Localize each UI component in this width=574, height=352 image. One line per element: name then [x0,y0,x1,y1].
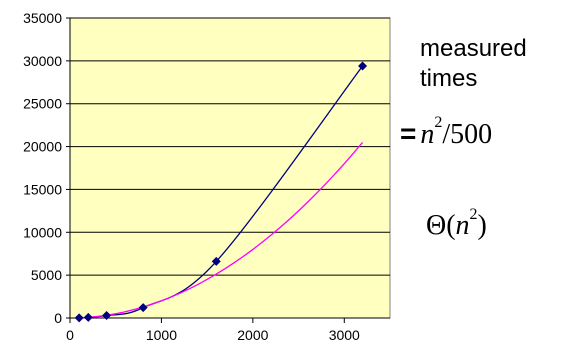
y-tick-label: 5000 [31,267,62,283]
fit-curve-label: = n2/500 [400,114,493,151]
fit-exponent: 2 [434,114,443,131]
axes [69,18,390,319]
y-tick-label: 0 [54,310,62,326]
y-tick-label: 35000 [23,10,62,26]
data-point [358,61,368,71]
plot-background [69,17,391,319]
theta-exponent: 2 [469,206,478,223]
plot-area [69,17,391,319]
theta-open: Θ( [426,210,456,241]
y-tick-label: 25000 [23,96,62,112]
theta-n: n [455,210,470,241]
x-tick-label: 3000 [329,327,360,343]
fit-divisor: /500 [442,119,493,150]
data-markers [74,61,368,323]
series-line-fit [79,142,364,319]
data-point [102,311,112,321]
theta-label: Θ(n2) [426,206,487,242]
y-axis-ticks: 0 5000 10000 15000 20000 25000 30000 35000 [23,10,70,326]
x-tick-label: 2000 [237,327,268,343]
x-axis-ticks: 0 1000 2000 3000 [66,318,360,343]
measured-label-line1: measured [420,35,527,62]
y-tick-label: 15000 [23,181,62,197]
x-tick-label: 1000 [146,327,177,343]
data-point [138,303,148,313]
theta-close: ) [477,210,487,241]
y-tick-label: 20000 [23,139,62,155]
data-point [74,313,84,323]
grid-lines [70,17,390,276]
measured-times-label: measured times [420,34,527,94]
data-point [211,256,221,266]
equals-sign: = [400,118,417,149]
measured-label-line2: times [420,65,478,92]
x-tick-label: 0 [66,327,74,343]
fit-n: n [420,119,435,150]
y-tick-label: 10000 [23,224,62,240]
y-tick-label: 30000 [23,53,62,69]
data-point [83,312,93,322]
